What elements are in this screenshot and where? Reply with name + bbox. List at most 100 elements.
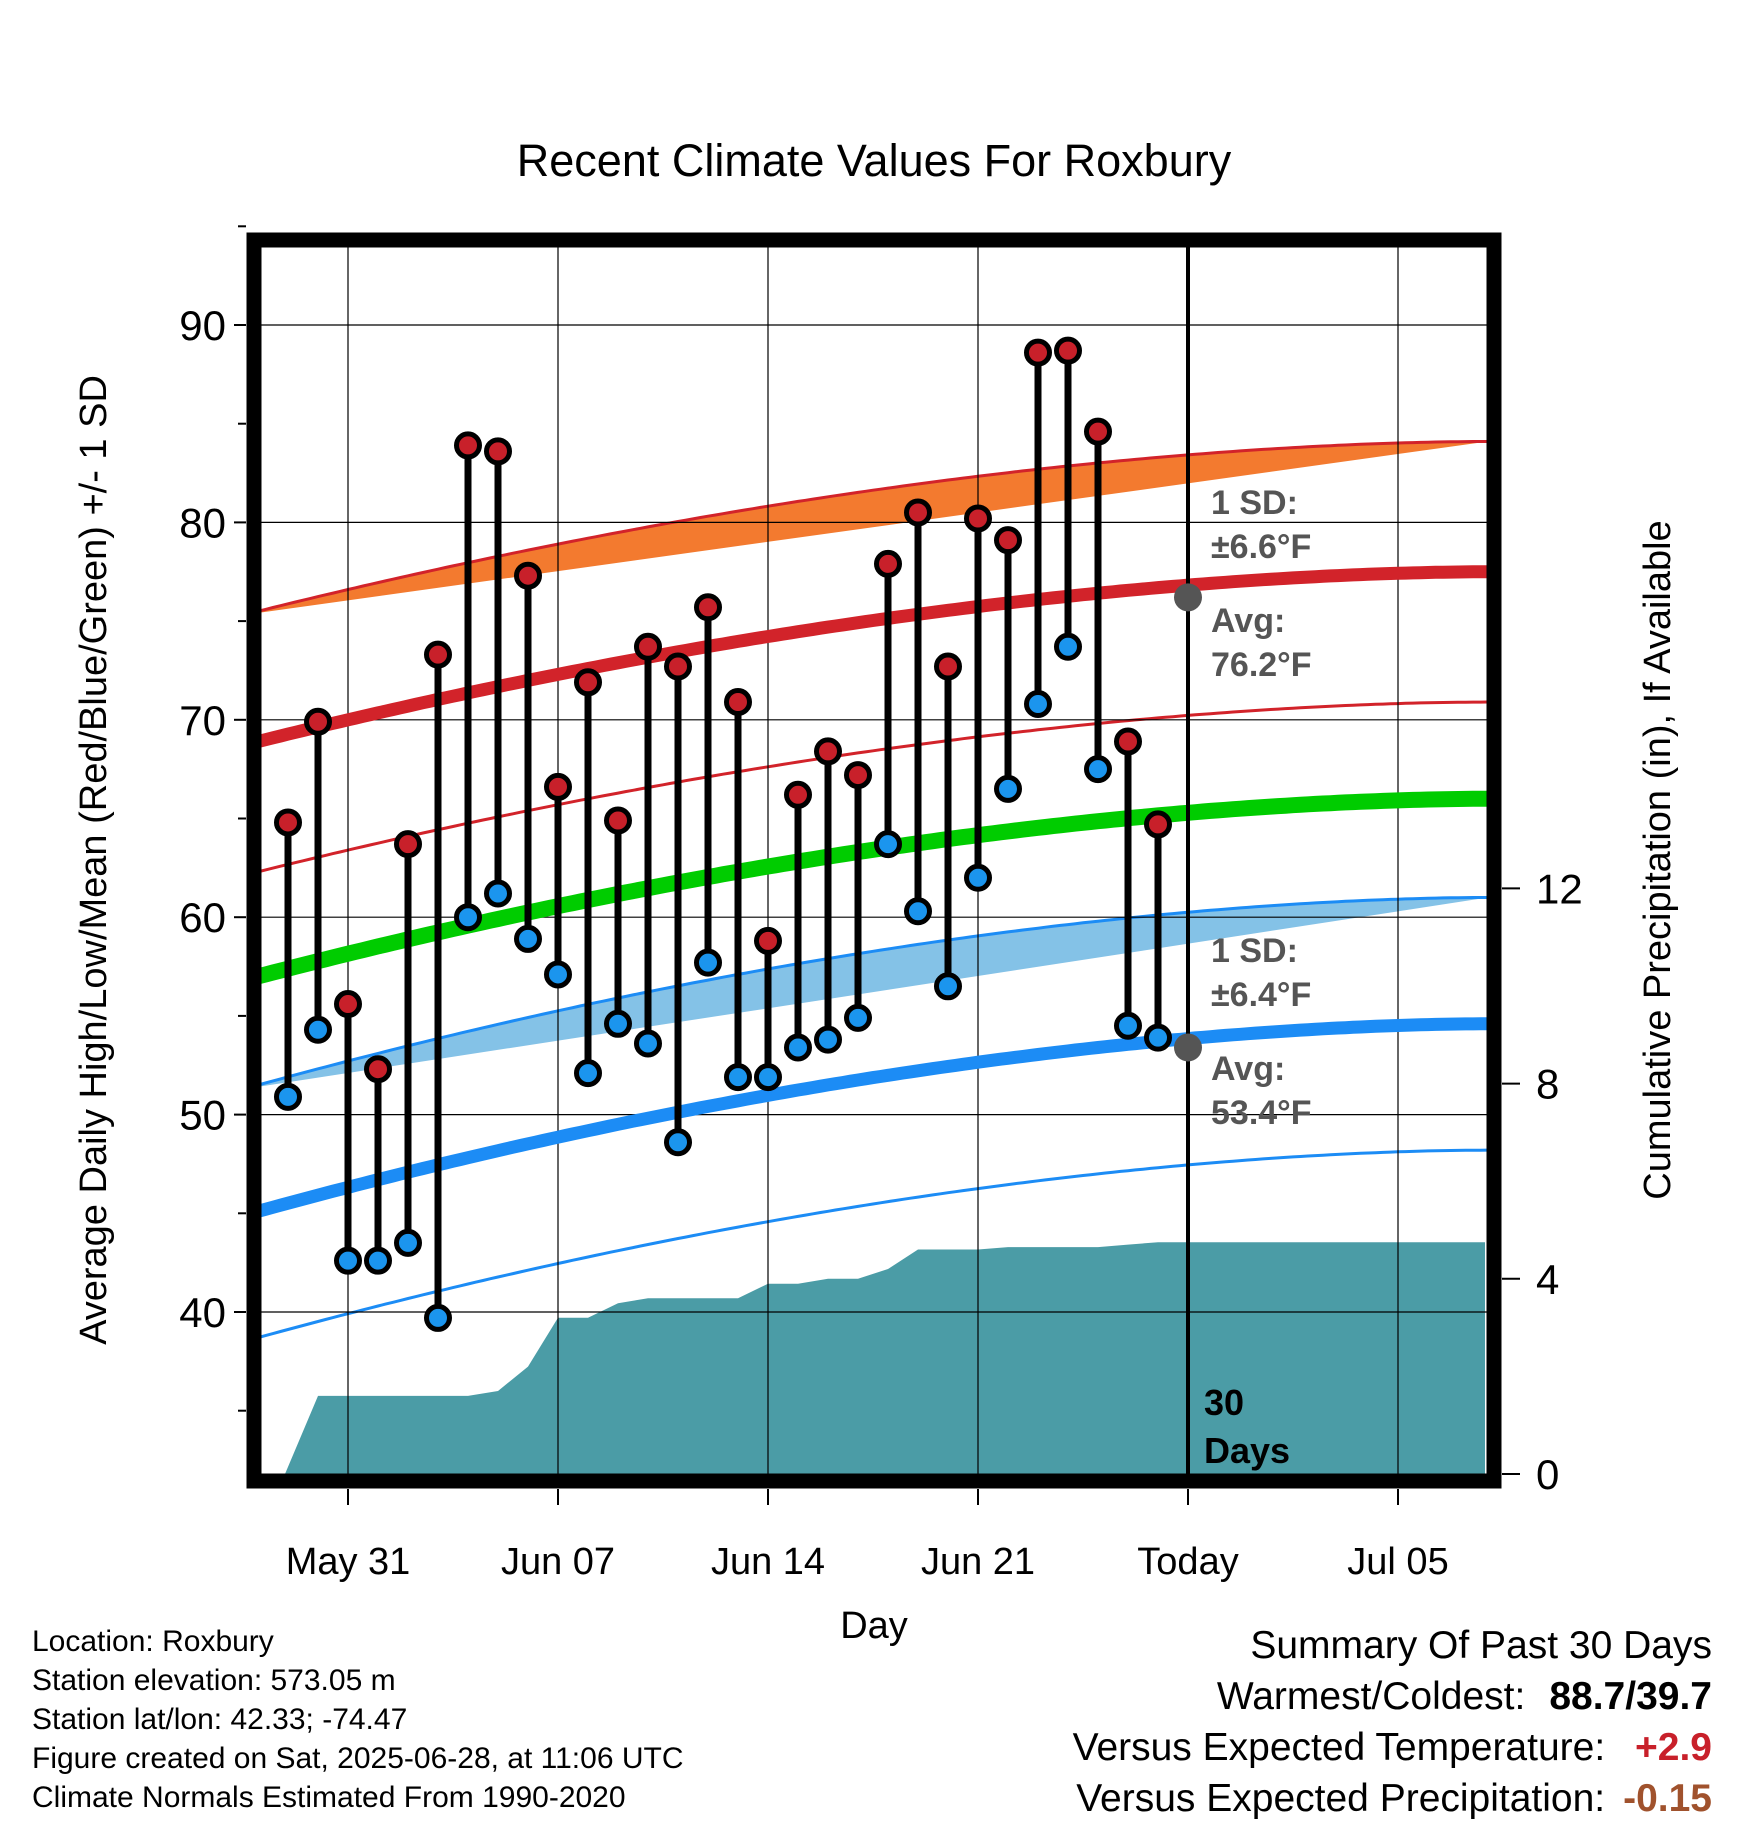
- summary-panel: Summary Of Past 30 Days Warmest/Coldest:…: [1073, 1620, 1712, 1824]
- y-tick-label-40: 40: [179, 1289, 226, 1336]
- observed-low-point: [1084, 755, 1112, 784]
- observed-low-point: [724, 1063, 752, 1092]
- low-avg-label: Avg:: [1211, 1050, 1285, 1088]
- observed-high-point: [1024, 338, 1052, 367]
- y-tick-label-90: 90: [179, 302, 226, 349]
- x-tick-label: Jun 21: [921, 1541, 1035, 1583]
- observed-low-point: [1054, 632, 1082, 661]
- precip-area: [285, 1242, 1485, 1474]
- summary-warm-cold-row: Warmest/Coldest: 88.7/39.7: [1073, 1671, 1712, 1722]
- today-low-avg-marker: [1174, 1033, 1202, 1062]
- y-tick-label-70: 70: [179, 697, 226, 744]
- observed-high-point: [1144, 810, 1172, 839]
- observed-high-point: [1084, 417, 1112, 446]
- plot-area: [261, 247, 1487, 1474]
- observed-low-point: [844, 1003, 872, 1032]
- normal-low-line: [261, 1017, 1487, 1218]
- observed-low-point: [664, 1128, 692, 1157]
- normal-low-band: [261, 897, 1487, 1087]
- observed-low-point: [544, 960, 572, 989]
- observed-high-point: [874, 549, 902, 578]
- observed-high-point: [574, 668, 602, 697]
- today-label-line2: Days: [1204, 1430, 1290, 1471]
- normal-high-line: [261, 565, 1487, 748]
- y2-axis-label: Cumulative Precipitation (in), If Availa…: [1637, 520, 1679, 1199]
- observed-low-point: [604, 1009, 632, 1038]
- high-sd-label: 1 SD:: [1211, 484, 1298, 522]
- observed-high-point: [514, 561, 542, 590]
- today-label-line1: 30: [1204, 1382, 1244, 1423]
- observed-high-point: [364, 1055, 392, 1084]
- low-sd-value: ±6.4°F: [1211, 976, 1311, 1014]
- normal-high-band-lower-edge: [261, 700, 1487, 873]
- observed-high-point: [994, 526, 1022, 555]
- y-tick-label-60: 60: [179, 894, 226, 941]
- y2-tick-label-8: 8: [1536, 1061, 1559, 1108]
- observed-low-point: [874, 830, 902, 859]
- observed-low-point: [904, 897, 932, 926]
- latlon-text: Station lat/lon: 42.33; -74.47: [32, 1703, 408, 1736]
- y-axis-label: Average Daily High/Low/Mean (Red/Blue/Gr…: [73, 375, 115, 1345]
- high-avg-value: 76.2°F: [1211, 646, 1312, 684]
- observed-high-point: [424, 640, 452, 669]
- created-text: Figure created on Sat, 2025-06-28, at 11…: [32, 1742, 684, 1775]
- warm-cold-values: 88.7/39.7: [1549, 1675, 1712, 1718]
- observed-high-point: [1054, 336, 1082, 365]
- observed-high-point: [754, 926, 782, 955]
- observed-low-point: [364, 1246, 392, 1275]
- normal-low-band-lower-edge: [261, 1148, 1487, 1339]
- summary-precip-row: Versus Expected Precipitation: -0.15: [1073, 1773, 1712, 1824]
- observed-low-point: [334, 1246, 362, 1275]
- x-tick-label: Today: [1137, 1541, 1238, 1583]
- observed-low-point: [1024, 690, 1052, 719]
- observed-low-point: [694, 948, 722, 977]
- warmest-value: 88.7: [1549, 1675, 1626, 1718]
- observed-high-point: [304, 707, 332, 736]
- x-tick-label: Jul 05: [1347, 1541, 1448, 1583]
- warm-cold-label: Warmest/Coldest:: [1216, 1675, 1526, 1718]
- normal-low-band-upper-edge: [261, 896, 1487, 1086]
- observed-high-point: [634, 632, 662, 661]
- y2-tick-label-0: 0: [1536, 1451, 1559, 1498]
- axis-ticks: 40 50 60 70 80 90 0 4 8 12 May 31 Jun 07 Jun 14 Jun 2…: [179, 225, 1583, 1583]
- observed-high-point: [784, 780, 812, 809]
- observed-low-point: [994, 774, 1022, 803]
- y2-tick-label-12: 12: [1536, 865, 1583, 912]
- temp-vs-expected-label: Versus Expected Temperature:: [1072, 1726, 1606, 1769]
- temp-vs-expected-value: +2.9: [1635, 1726, 1712, 1769]
- observed-high-point: [394, 830, 422, 859]
- observed-high-point: [724, 688, 752, 717]
- station-info: Location: Roxbury Station elevation: 573…: [32, 1622, 684, 1817]
- observed-low-point: [424, 1303, 452, 1332]
- normal-high-band-upper-edge: [261, 440, 1487, 613]
- y2-tick-label-4: 4: [1536, 1256, 1559, 1303]
- observed-high-point: [964, 504, 992, 533]
- x-tick-label: Jun 14: [711, 1541, 825, 1583]
- observed-high-point: [664, 652, 692, 681]
- observed-high-point: [484, 437, 512, 466]
- observed-high-point: [1114, 727, 1142, 756]
- observed-high-point: [694, 593, 722, 622]
- location-text: Location: Roxbury: [32, 1625, 274, 1658]
- observed-high-point: [934, 652, 962, 681]
- observed-low-point: [634, 1029, 662, 1058]
- observed-low-point: [1144, 1023, 1172, 1052]
- x-tick-label: May 31: [286, 1541, 411, 1583]
- plot-frame: [246, 232, 1502, 1489]
- low-avg-value: 53.4°F: [1211, 1094, 1312, 1132]
- observed-high-point: [544, 772, 572, 801]
- warm-cold-slash: /: [1625, 1675, 1637, 1718]
- observed-high-point: [904, 498, 932, 527]
- high-avg-label: Avg:: [1211, 602, 1285, 640]
- observed-high-point: [454, 431, 482, 460]
- observed-low-point: [574, 1059, 602, 1088]
- observed-low-point: [304, 1015, 332, 1044]
- low-sd-label: 1 SD:: [1211, 932, 1298, 970]
- x-axis-label: Day: [840, 1605, 908, 1647]
- normal-mean-line: [261, 790, 1487, 984]
- observed-low-point: [274, 1082, 302, 1111]
- normal-high-band: [261, 441, 1487, 613]
- x-tick-label: Jun 07: [501, 1541, 615, 1583]
- today-high-avg-marker: [1174, 583, 1202, 612]
